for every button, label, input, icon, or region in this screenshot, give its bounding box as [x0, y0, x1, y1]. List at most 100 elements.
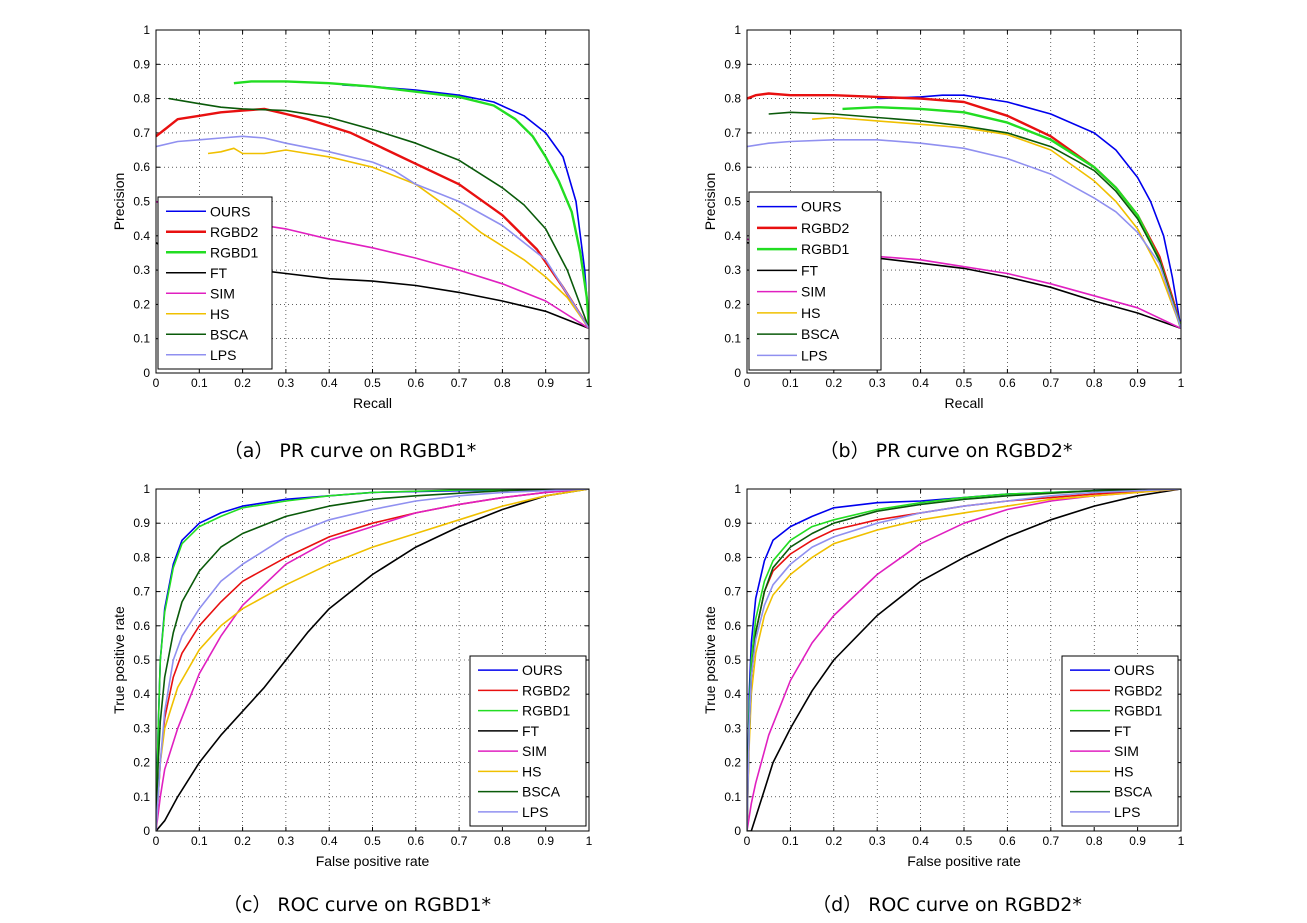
series-line-lps — [747, 489, 1181, 831]
axes-box — [155, 488, 590, 832]
y-tick-label: 0.6 — [133, 160, 150, 174]
y-tick-label: 0.9 — [724, 57, 741, 71]
x-tick-label: 0.7 — [1042, 834, 1059, 848]
legend-label-sim: SIM — [522, 743, 547, 759]
series-line-rgbd1 — [747, 489, 1181, 831]
x-tick-label: 0.8 — [1086, 834, 1103, 848]
y-tick-label: 0.8 — [724, 92, 741, 106]
y-axis-label: True positive rate — [702, 606, 718, 714]
legend-label-ft: FT — [522, 723, 540, 739]
chart-panel-3: 0 0.1 0.2 0.3 0.4 0.5 0.6 0.7 0.8 0.9 1 0 0.1 0.2 0.3 0… — [702, 482, 1185, 916]
legend-label-ours: OURS — [801, 199, 841, 215]
y-axis-label: True positive rate — [111, 606, 127, 714]
series-line-rgbd1 — [156, 489, 589, 831]
y-tick-label: 0.4 — [724, 687, 741, 701]
y-tick-label: 0.5 — [724, 195, 741, 209]
y-axis-label: Precision — [111, 173, 127, 231]
legend-label-rgbd1: RGBD1 — [801, 241, 849, 257]
x-tick-label: 0 — [153, 376, 160, 390]
chart-panel-1: 0 0.1 0.2 0.3 0.4 0.5 0.6 0.7 0.8 0.9 1 0 0.1 0.2 0.3 0… — [702, 23, 1185, 462]
y-tick-label: 0.5 — [133, 653, 150, 667]
legend-label-sim: SIM — [1114, 743, 1139, 759]
x-tick-label: 0.6 — [407, 834, 424, 848]
legend-label-ft: FT — [210, 265, 228, 281]
y-tick-label: 0.1 — [724, 790, 741, 804]
y-tick-label: 0.2 — [133, 756, 150, 770]
axes-box — [746, 488, 1182, 832]
legend-label-lps: LPS — [801, 347, 827, 363]
legend-label-ours: OURS — [522, 662, 562, 678]
y-tick-label: 0 — [734, 824, 741, 838]
y-tick-label: 0.7 — [133, 126, 150, 140]
chart-caption: （b） PR curve on RGBD2* — [820, 440, 1073, 462]
x-tick-label: 0.3 — [278, 376, 295, 390]
axes-box — [746, 29, 1182, 374]
x-tick-label: 1 — [586, 376, 593, 390]
y-tick-label: 0.8 — [724, 550, 741, 564]
legend-label-ours: OURS — [210, 203, 250, 219]
legend-label-hs: HS — [801, 305, 820, 321]
series-line-hs — [747, 489, 1181, 831]
legend-label-sim: SIM — [210, 285, 235, 301]
legend-label-lps: LPS — [522, 804, 548, 820]
y-tick-label: 0 — [143, 824, 150, 838]
legend: OURS RGBD2 RGBD1 FT SIM HS BSCA LPS — [157, 196, 273, 370]
y-tick-label: 0 — [734, 366, 741, 380]
x-tick-label: 0.6 — [407, 376, 424, 390]
x-tick-label: 0.8 — [1086, 376, 1103, 390]
x-tick-label: 0.5 — [956, 376, 973, 390]
y-tick-label: 0.5 — [133, 195, 150, 209]
series-line-sim — [156, 489, 589, 831]
series-line-bsca — [768, 111, 1181, 329]
series-line-lps — [156, 489, 589, 831]
x-tick-label: 0 — [744, 376, 751, 390]
x-tick-label: 0 — [744, 834, 751, 848]
x-tick-label: 0.7 — [451, 834, 468, 848]
legend-label-rgbd2: RGBD2 — [801, 220, 849, 236]
legend-label-rgbd2: RGBD2 — [210, 224, 258, 240]
y-tick-label: 0.9 — [133, 57, 150, 71]
legend-label-hs: HS — [1114, 763, 1133, 779]
x-tick-label: 0.1 — [782, 834, 799, 848]
x-tick-label: 1 — [586, 834, 593, 848]
x-tick-label: 0 — [153, 834, 160, 848]
series-line-lps — [747, 139, 1181, 329]
legend-label-hs: HS — [522, 763, 541, 779]
legend-label-bsca: BSCA — [522, 784, 561, 800]
y-tick-label: 0.3 — [724, 721, 741, 735]
series-line-bsca — [156, 489, 589, 831]
y-tick-label: 1 — [734, 482, 741, 496]
x-tick-label: 0.3 — [278, 834, 295, 848]
y-tick-label: 0.6 — [724, 160, 741, 174]
legend-label-bsca: BSCA — [801, 326, 840, 342]
series-line-lps — [156, 135, 589, 329]
y-tick-label: 0.3 — [724, 263, 741, 277]
legend-label-rgbd2: RGBD2 — [1114, 682, 1162, 698]
x-axis-label: Recall — [353, 395, 392, 411]
x-tick-label: 0.7 — [451, 376, 468, 390]
legend-label-sim: SIM — [801, 284, 826, 300]
y-tick-label: 0.1 — [133, 332, 150, 346]
y-tick-label: 0.4 — [724, 229, 741, 243]
y-tick-label: 0.2 — [724, 297, 741, 311]
x-tick-label: 0.5 — [364, 376, 381, 390]
x-tick-label: 0.8 — [494, 834, 511, 848]
y-tick-label: 0.4 — [133, 229, 150, 243]
legend-box — [1061, 655, 1179, 827]
x-axis-label: False positive rate — [316, 853, 430, 869]
series-line-rgbd2 — [156, 107, 589, 330]
legend-label-hs: HS — [210, 306, 229, 322]
x-tick-label: 0.4 — [912, 834, 929, 848]
x-tick-label: 0.9 — [1129, 376, 1146, 390]
legend-label-rgbd1: RGBD1 — [1114, 703, 1162, 719]
x-tick-label: 0.3 — [869, 834, 886, 848]
series-line-ft — [156, 489, 589, 831]
x-tick-label: 0.6 — [999, 376, 1016, 390]
y-tick-label: 0.2 — [724, 756, 741, 770]
y-tick-label: 0.7 — [724, 585, 741, 599]
x-axis-label: False positive rate — [907, 853, 1021, 869]
series-line-rgbd1 — [233, 80, 589, 329]
legend-box — [469, 655, 587, 827]
x-tick-label: 0.1 — [782, 376, 799, 390]
